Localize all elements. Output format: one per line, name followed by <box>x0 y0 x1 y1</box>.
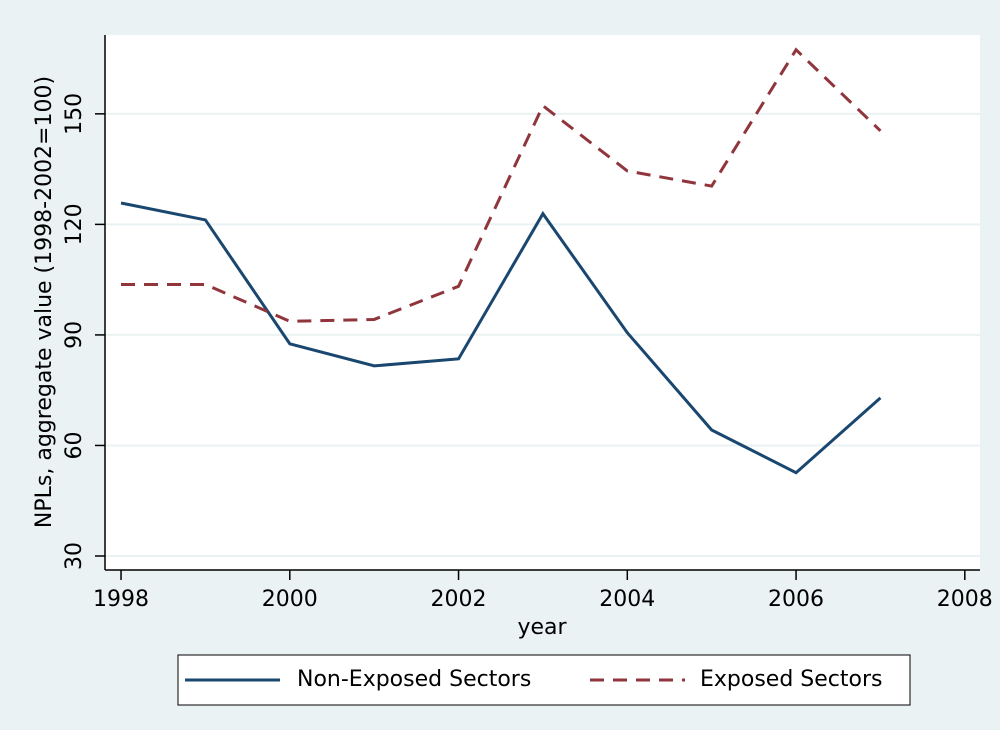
y-tick-label: 90 <box>62 321 87 349</box>
y-tick-label: 150 <box>62 93 87 135</box>
legend-label: Exposed Sectors <box>700 667 883 692</box>
legend-label: Non-Exposed Sectors <box>297 667 531 692</box>
x-tick-label: 2002 <box>431 587 487 612</box>
x-axis-title: year <box>517 615 567 640</box>
x-tick-label: 1998 <box>93 587 149 612</box>
x-tick-label: 2008 <box>937 587 993 612</box>
y-tick-label: 120 <box>62 203 87 245</box>
x-tick-label: 2000 <box>262 587 318 612</box>
x-tick-label: 2004 <box>599 587 655 612</box>
series-line <box>120 201 882 475</box>
y-tick-label: 30 <box>62 542 87 570</box>
y-tick-label: 60 <box>62 431 87 459</box>
grid <box>105 112 980 557</box>
x-tick-label: 2006 <box>768 587 824 612</box>
y-axis-title: NPLs, aggregate value (1998-2002=100) <box>32 76 57 528</box>
plot-area <box>105 35 980 570</box>
legend <box>177 654 911 706</box>
